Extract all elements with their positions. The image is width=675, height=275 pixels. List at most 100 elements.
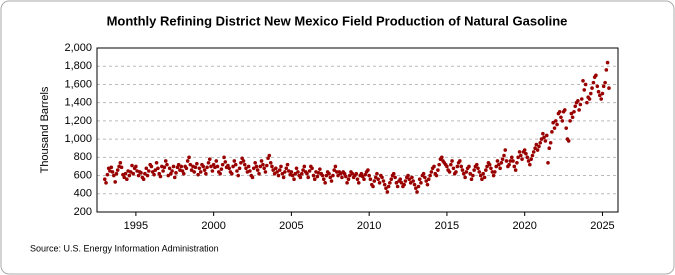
point <box>274 166 278 171</box>
point <box>156 166 160 171</box>
point <box>149 164 154 169</box>
point <box>146 169 151 173</box>
point <box>482 175 487 180</box>
point <box>447 170 452 174</box>
point <box>302 164 307 169</box>
point <box>362 177 366 181</box>
point <box>480 177 484 181</box>
point <box>388 181 392 185</box>
point <box>255 168 260 172</box>
point <box>542 135 546 140</box>
point <box>154 161 159 165</box>
point <box>502 153 506 158</box>
point <box>340 175 344 180</box>
point <box>261 162 265 167</box>
point <box>306 175 310 180</box>
point <box>307 169 312 173</box>
point <box>345 181 349 185</box>
point <box>145 173 150 178</box>
point <box>605 60 610 65</box>
point <box>206 161 211 165</box>
point <box>242 162 247 167</box>
point <box>127 173 132 178</box>
point <box>484 168 488 172</box>
point <box>399 181 404 185</box>
point <box>518 153 523 158</box>
point <box>517 150 522 154</box>
point <box>464 170 469 174</box>
point <box>449 162 453 167</box>
point <box>487 162 492 167</box>
plot-area <box>96 47 619 213</box>
point <box>544 133 549 138</box>
point <box>394 181 399 185</box>
point <box>564 126 569 130</box>
point <box>134 164 138 169</box>
point <box>113 180 117 184</box>
point <box>143 171 147 176</box>
y-tick-label: 1,400 <box>64 97 92 109</box>
source: Source: U.S. Energy Information Administ… <box>30 243 219 253</box>
point <box>283 170 287 174</box>
point <box>327 171 331 176</box>
point <box>590 86 594 90</box>
point <box>128 170 133 174</box>
point <box>311 173 316 178</box>
point <box>598 93 602 98</box>
point <box>240 156 244 161</box>
point <box>423 175 427 180</box>
point <box>525 155 530 160</box>
point <box>429 170 434 174</box>
point <box>300 171 304 176</box>
point <box>548 140 553 145</box>
point <box>581 79 585 83</box>
point <box>222 155 226 160</box>
point <box>174 171 178 175</box>
point <box>493 170 497 174</box>
point <box>576 99 580 103</box>
point <box>215 164 220 169</box>
point <box>310 166 314 171</box>
point <box>162 165 167 170</box>
point <box>301 168 305 172</box>
point <box>425 182 430 187</box>
point <box>459 164 464 169</box>
point <box>196 172 200 177</box>
point <box>583 82 588 87</box>
point <box>508 159 513 163</box>
point <box>577 108 581 112</box>
point <box>205 165 209 170</box>
point <box>600 91 605 96</box>
point <box>338 171 343 176</box>
point <box>231 164 235 169</box>
point <box>373 175 378 180</box>
point <box>489 166 493 171</box>
point <box>526 159 531 163</box>
y-tick-label: 200 <box>74 206 92 218</box>
point <box>324 173 329 178</box>
point <box>366 168 370 172</box>
point <box>587 97 592 101</box>
point <box>569 111 574 116</box>
point <box>436 168 440 172</box>
point <box>382 182 387 187</box>
point <box>421 171 426 176</box>
point <box>202 168 207 172</box>
point <box>495 159 500 163</box>
point <box>198 170 203 174</box>
point <box>412 182 417 187</box>
point <box>328 175 333 180</box>
point <box>152 172 156 177</box>
point <box>490 170 495 174</box>
point <box>175 165 180 170</box>
point <box>163 159 168 163</box>
point <box>535 148 540 152</box>
point <box>272 171 277 176</box>
point <box>248 169 252 173</box>
point <box>258 164 263 169</box>
point <box>385 190 390 194</box>
point <box>214 159 219 163</box>
point <box>144 166 149 171</box>
point <box>289 170 294 174</box>
